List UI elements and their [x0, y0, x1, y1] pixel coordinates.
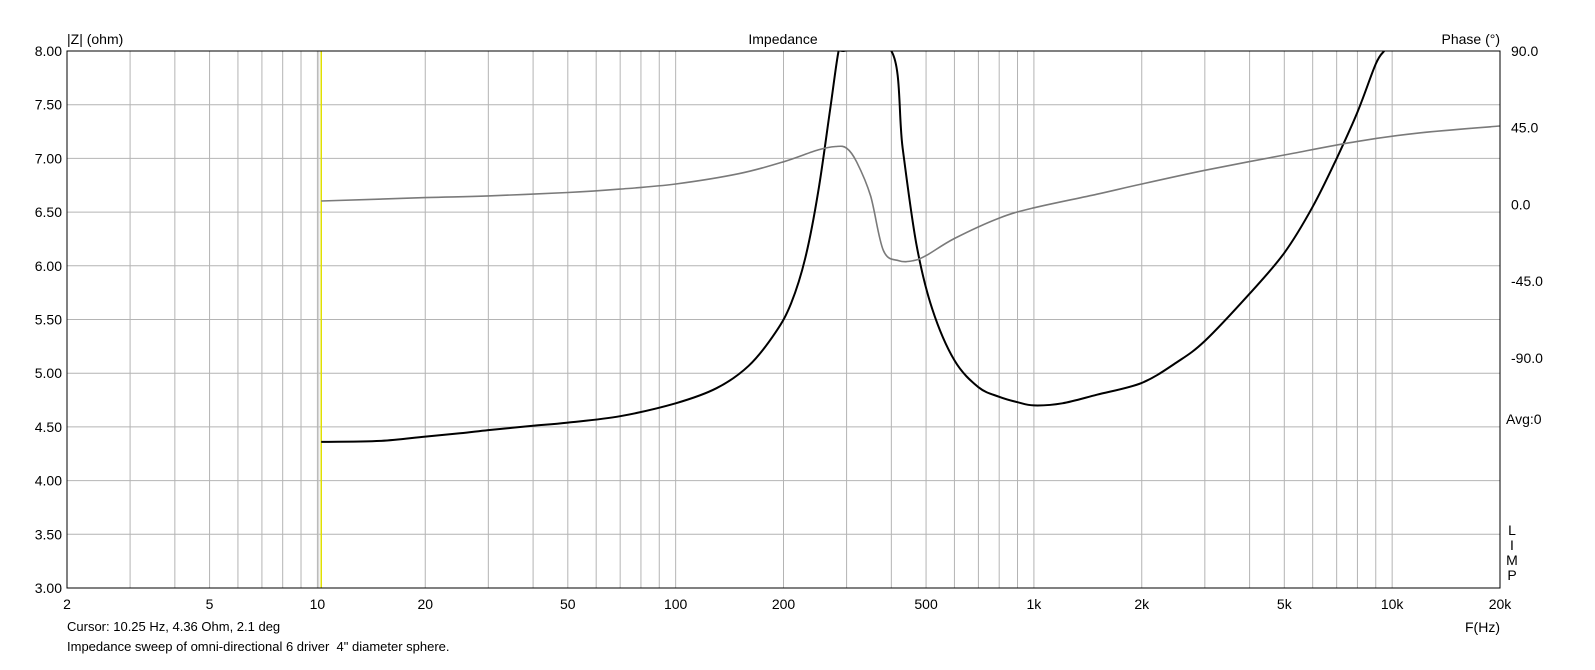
- y-left-tick-label: 7.50: [35, 97, 62, 113]
- tick-labels: 2 5 10 20 50 100 200 500 1k 2k 5k 10k 20k 8.00 7.50 7.0…: [35, 43, 1543, 612]
- y-axis-right-title: Phase (°): [1441, 31, 1500, 47]
- x-tick-label: 5k: [1277, 596, 1293, 612]
- cursor-layer: [318, 51, 322, 588]
- x-tick-label: 20: [417, 596, 433, 612]
- x-tick-label: 10k: [1381, 596, 1405, 612]
- y-right-tick-label: -45.0: [1511, 273, 1543, 289]
- chart-description: Impedance sweep of omni-directional 6 dr…: [67, 639, 450, 654]
- y-left-tick-label: 3.50: [35, 526, 62, 542]
- y-right-tick-label: 90.0: [1511, 43, 1538, 59]
- y-right-tick-label: -90.0: [1511, 350, 1543, 366]
- grid: [67, 51, 1500, 588]
- y-left-tick-label: 4.00: [35, 473, 62, 489]
- x-tick-label: 2k: [1134, 596, 1150, 612]
- y-left-tick-label: 8.00: [35, 43, 62, 59]
- x-tick-label: 100: [664, 596, 688, 612]
- x-tick-label: 10: [310, 596, 326, 612]
- y-left-tick-label: 5.00: [35, 365, 62, 381]
- y-left-tick-label: 6.00: [35, 258, 62, 274]
- x-tick-label: 200: [772, 596, 796, 612]
- x-axis-title: F(Hz): [1465, 619, 1500, 635]
- y-left-tick-label: 3.00: [35, 580, 62, 596]
- side-letter: M: [1506, 552, 1518, 568]
- chart-title: Impedance: [748, 31, 817, 47]
- plot-frame: [66, 50, 1501, 589]
- x-tick-label: 50: [560, 596, 576, 612]
- phase-average-label: Avg:0: [1506, 411, 1542, 427]
- phase-series-line: [321, 125, 1500, 263]
- series-layer: [321, 51, 1500, 443]
- y-axis-left-title: |Z| (ohm): [67, 31, 123, 47]
- side-letter: P: [1507, 567, 1516, 583]
- x-tick-label: 500: [914, 596, 938, 612]
- y-right-tick-label: 0.0: [1511, 196, 1531, 212]
- impedance-series-line: [321, 51, 1386, 443]
- side-letter: L: [1508, 522, 1516, 538]
- y-left-tick-label: 7.00: [35, 150, 62, 166]
- side-letter: I: [1510, 537, 1514, 553]
- y-left-tick-label: 5.50: [35, 312, 62, 328]
- cursor-readout: Cursor: 10.25 Hz, 4.36 Ohm, 2.1 deg: [67, 619, 281, 634]
- y-right-tick-label: 45.0: [1511, 120, 1538, 136]
- x-tick-label: 5: [206, 596, 214, 612]
- x-tick-label: 2: [63, 596, 71, 612]
- x-tick-label: 20k: [1489, 596, 1513, 612]
- y-left-tick-label: 6.50: [35, 204, 62, 220]
- y-left-tick-label: 4.50: [35, 419, 62, 435]
- x-tick-label: 1k: [1027, 596, 1043, 612]
